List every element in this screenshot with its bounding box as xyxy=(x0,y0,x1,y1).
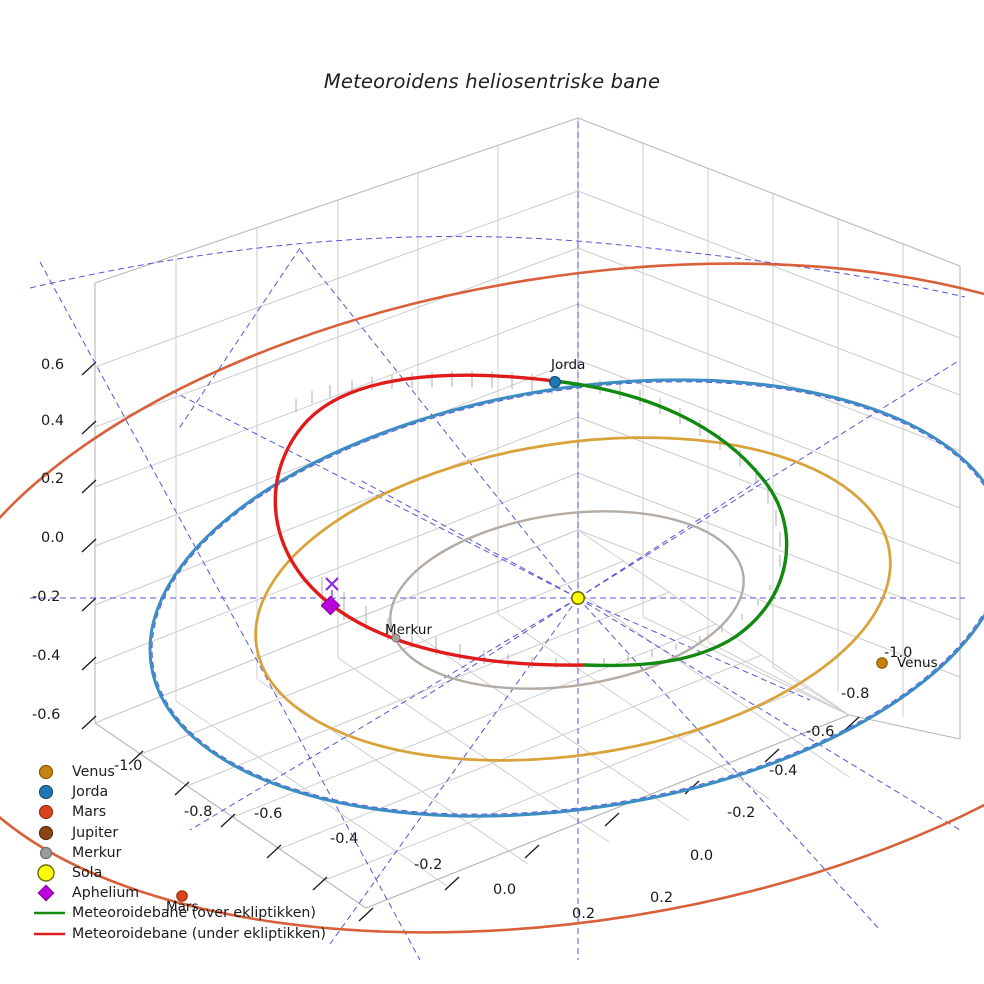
y-tick-label-6: 0.2 xyxy=(650,890,674,906)
legend-item-jorda[interactable]: Jorda xyxy=(32,782,322,802)
annotation-jorda: Jorda xyxy=(551,357,586,373)
grid-pane-left xyxy=(94,118,579,724)
legend-item-aphelium[interactable]: Aphelium xyxy=(32,883,322,903)
green-line-icon xyxy=(32,903,72,923)
z-tick-label-1: 0.4 xyxy=(41,413,65,429)
jorda-marker-icon xyxy=(32,782,72,802)
legend-label-venus: Venus xyxy=(72,764,115,781)
marker-aphelium[interactable] xyxy=(320,577,341,616)
annotation-merkur: Merkur xyxy=(385,622,433,638)
x-tick-label-5: 0.0 xyxy=(493,882,517,898)
orbit-mars xyxy=(0,262,984,934)
z-tick-label-6: -0.6 xyxy=(32,707,61,723)
legend-label-meteoroid-under: Meteoroidebane (under ekliptikken) xyxy=(72,925,326,942)
orbit-jorda xyxy=(148,378,984,818)
legend-label-merkur: Merkur xyxy=(72,844,122,861)
projection-dashed-lines xyxy=(29,120,984,961)
orbit-venus xyxy=(254,436,892,762)
merkur-marker-icon xyxy=(32,843,72,863)
legend-item-venus[interactable]: Venus xyxy=(32,762,322,782)
legend: Venus Jorda Mars Jupiter Merkur xyxy=(32,762,326,944)
axes-grid-panes xyxy=(94,117,961,909)
legend-item-mars[interactable]: Mars xyxy=(32,802,322,822)
y-tick-label-0: -1.0 xyxy=(884,645,913,661)
mars-marker-icon xyxy=(32,802,72,822)
meteoroid-orbit-under-ecliptic xyxy=(273,373,587,667)
x-tick-label-2: -0.6 xyxy=(254,806,283,822)
legend-label-meteoroid-over: Meteoroidebane (over ekliptikken) xyxy=(72,905,316,922)
x-tick-label-6: 0.2 xyxy=(572,906,596,922)
legend-item-merkur[interactable]: Merkur xyxy=(32,843,322,863)
y-tick-label-2: -0.6 xyxy=(806,724,835,740)
z-tick-label-2: 0.2 xyxy=(41,471,65,487)
marker-mars[interactable] xyxy=(176,890,188,902)
marker-merkur[interactable] xyxy=(391,633,401,643)
legend-label-jorda: Jorda xyxy=(72,784,109,801)
venus-marker-icon xyxy=(32,762,72,782)
legend-label-sola: Sola xyxy=(72,865,103,882)
aphelium-diamond-icon xyxy=(32,883,72,903)
jupiter-marker-icon xyxy=(32,823,72,843)
legend-item-jupiter[interactable]: Jupiter xyxy=(32,823,322,843)
sola-marker-icon xyxy=(32,863,72,883)
legend-item-sola[interactable]: Sola xyxy=(32,863,322,883)
meteoroid-orbit-over-ecliptic xyxy=(552,379,789,668)
x-tick-label-4: -0.2 xyxy=(414,857,443,873)
y-tick-label-4: -0.2 xyxy=(727,805,756,821)
z-tick-label-4: -0.2 xyxy=(32,589,61,605)
legend-item-meteoroid-under[interactable]: Meteoroidebane (under ekliptikken) xyxy=(32,924,326,944)
legend-label-jupiter: Jupiter xyxy=(72,824,119,841)
z-tick-label-0: 0.6 xyxy=(41,357,65,373)
marker-sola[interactable] xyxy=(570,590,585,605)
legend-label-mars: Mars xyxy=(72,804,107,821)
orbit-merkur xyxy=(389,510,745,690)
page-title: Meteoroidens heliosentriske bane xyxy=(323,70,661,93)
x-tick-label-1: -0.8 xyxy=(184,804,213,820)
y-tick-label-3: -0.4 xyxy=(769,763,798,779)
y-tick-label-5: 0.0 xyxy=(690,848,714,864)
annotation-mars: Mars xyxy=(166,899,199,915)
red-line-icon xyxy=(32,924,72,944)
axis-ticks xyxy=(81,361,860,922)
marker-jorda[interactable] xyxy=(548,376,561,389)
marker-venus[interactable] xyxy=(876,657,888,669)
x-tick-label-0: -1.0 xyxy=(114,758,143,774)
meteoroid-stem-lines xyxy=(295,371,781,668)
z-tick-label-5: -0.4 xyxy=(32,648,61,664)
y-tick-label-1: -0.8 xyxy=(841,686,870,702)
annotation-venus: Venus xyxy=(897,655,938,671)
z-tick-label-3: 0.0 xyxy=(41,530,65,546)
x-tick-label-3: -0.4 xyxy=(330,831,359,847)
legend-label-aphelium: Aphelium xyxy=(72,885,140,902)
legend-item-meteoroid-over[interactable]: Meteoroidebane (over ekliptikken) xyxy=(32,903,322,923)
